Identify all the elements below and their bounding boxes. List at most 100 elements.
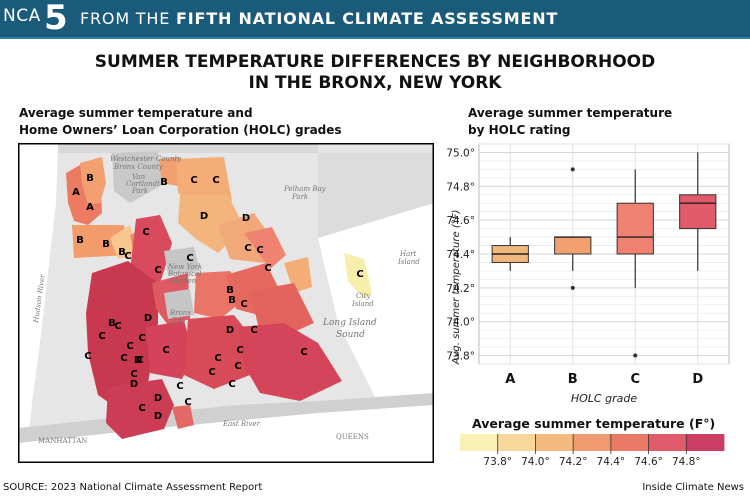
header-text-bold: FIFTH NATIONAL CLIMATE ASSESSMENT [176,9,559,28]
holc-grade-label: C [228,379,235,390]
y-tick-label: 74.6° [446,215,475,227]
holc-grade-label: C [240,299,247,310]
holc-grade-label: D [134,355,142,366]
holc-area [184,315,256,389]
holc-grade-label: D [154,393,162,404]
holc-grade-label: C [214,353,221,364]
legend-label: 74.4° [597,456,626,468]
box-B [554,167,592,290]
holc-grade-label: D [242,213,250,224]
box-iqr [679,194,717,230]
holc-area [238,323,342,401]
holc-grade-label: C [124,251,131,262]
botanical-label-3: Garden [170,277,197,285]
x-tick-label: C [630,372,640,387]
legend-swatch [497,434,536,451]
holc-area [244,227,286,269]
hudson-river-water [18,143,58,463]
x-axis-label: HOLC grade [571,392,637,405]
legend-title: Average summer temperature (F°) [472,416,716,431]
holc-grade-label: C [154,265,161,276]
holc-grade-label: C [236,345,243,356]
holc-grade-label: B [76,235,84,246]
holc-grade-label: C [234,361,241,372]
y-axis-label: Avg. summer temperature (°F) [451,210,462,366]
holc-grade-label: C [244,243,251,254]
hart-island-label-2: Island [397,258,420,266]
y-tick-label: 74.8° [446,181,475,193]
holc-grade-label: B [226,285,234,296]
holc-area [172,405,194,429]
holc-grade-label: C [130,369,137,380]
holc-grade-label: C [250,325,257,336]
holc-area [176,157,232,205]
queens-label: QUEENS [336,433,369,441]
holc-grade-label: C [256,245,263,256]
holc-grade-label: A [72,187,80,198]
map-subtitle-line2: Home Owners’ Loan Corporation (HOLC) gra… [19,123,342,137]
bronx-zoo [164,289,194,319]
holc-grade-label: C [138,403,145,414]
legend-swatch [460,434,499,451]
holc-grade-label: C [264,263,271,274]
holc-grade-label: B [86,173,94,184]
box-iqr [554,236,592,255]
nca-badge-number: 5 [44,0,68,38]
westchester-label: Westchester County [110,155,182,163]
page-title-line1: SUMMER TEMPERATURE DIFFERENCES BY NEIGHB… [94,52,656,72]
box-D [679,152,717,271]
chart-title-line2: by HOLC rating [468,123,571,137]
long-island-sound-water [318,203,434,403]
holc-grade-label: C [184,397,191,408]
x-tick-label: B [568,372,578,387]
holc-grade-label: D [200,211,208,222]
botanical-label-2: Botanical [167,270,201,278]
bronx-holc-map: Hudson River Long Island Sound East Rive… [18,143,434,463]
x-tick-label: A [505,372,515,387]
holc-grade-label: C [300,347,307,358]
manhattan-label: MANHATTAN [38,437,87,445]
holc-grade-label: C [212,175,219,186]
holc-grade-label: C [356,269,363,280]
y-tick-label: 75.0° [446,147,475,159]
nca-badge-prefix: NCA [3,6,41,26]
holc-area [344,253,372,299]
y-tick-label: 74.2° [446,283,475,295]
holc-area [110,225,138,259]
holc-grade-label: C [190,175,197,186]
holc-grade-label: C [176,381,183,392]
outlier-point [570,285,575,290]
holc-grade-label: C [208,367,215,378]
holc-grade-label: C [136,355,143,366]
legend-label: 73.8° [483,456,512,468]
map-frame [18,143,434,463]
city-island-label-1: City [356,292,371,300]
holc-grade-label: D [154,411,162,422]
legend-swatch [535,434,574,451]
pelham-bay-label-1: Pelham Bay [283,185,327,193]
city-island-label-2: Island [351,300,374,308]
header-bar: NCA 5 FROM THE FIFTH NATIONAL CLIMATE AS… [0,0,750,38]
westchester-land [58,143,318,153]
bronx-county-label: Bronx County [113,163,164,171]
holc-grade-label: C [84,351,91,362]
holc-grade-label: B [160,177,168,188]
outlier-point [570,167,575,172]
holc-grade-label: D [130,379,138,390]
box-A [491,237,529,271]
y-tick-label: 74.4° [446,249,475,261]
holc-grade-label: C [120,353,127,364]
van-cortlandt-park [112,151,162,203]
legend-swatch [648,434,687,451]
van-cortlandt-label-1: Van [132,173,146,181]
page-title-line2: IN THE BRONX, NEW YORK [248,73,502,93]
legend-swatch [610,434,649,451]
legend-swatch [686,434,725,451]
holc-grade-label: D [144,313,152,324]
box-iqr [616,202,654,255]
holc-area [72,225,128,258]
header-text: FROM THE FIFTH NATIONAL CLIMATE ASSESSME… [80,9,558,28]
x-tick-label: D [692,372,703,387]
east-river-label: East River [222,420,261,428]
legend-swatch [573,434,612,451]
